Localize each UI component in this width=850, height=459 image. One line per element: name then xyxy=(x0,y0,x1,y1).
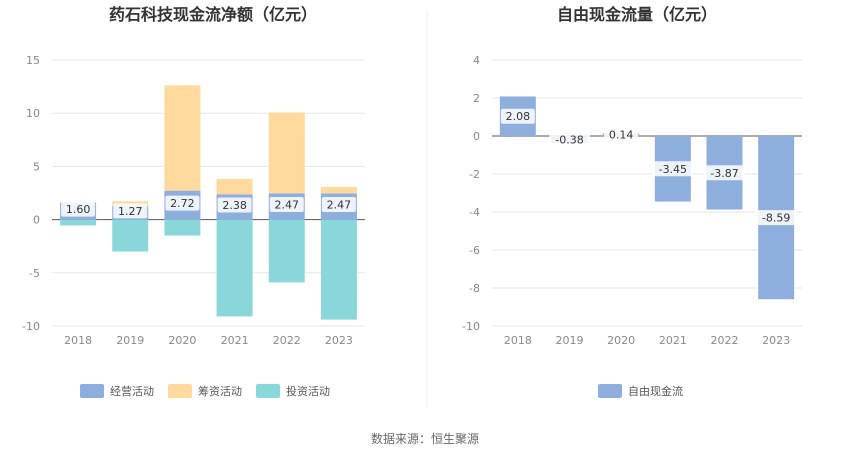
y-tick-label: -10 xyxy=(462,320,480,333)
x-tick-label: 2023 xyxy=(325,334,353,347)
y-tick-label: -2 xyxy=(469,168,480,181)
y-tick-label: 2 xyxy=(473,92,480,105)
y-tick-label: 0 xyxy=(473,130,480,143)
cash-flow-chart: -10 -5 0 5 10 15 2018 2019 2020 2021 2022 2023 1.60 1… xyxy=(22,54,365,347)
bar-financing[interactable] xyxy=(216,178,253,195)
y-tick-label: -10 xyxy=(22,320,40,333)
bar-investing[interactable] xyxy=(164,219,201,236)
free-cash-flow-chart: -10 -8 -6 -4 -2 0 2 4 2018 2019 2020 2021 2022 2023 2.… xyxy=(462,54,802,347)
data-label: -3.45 xyxy=(659,163,687,176)
bar-financing[interactable] xyxy=(164,85,201,191)
data-label-bg xyxy=(165,195,200,211)
data-label-bg xyxy=(549,132,590,148)
y-tick-label: -4 xyxy=(469,206,480,219)
data-label: 1.27 xyxy=(118,205,143,218)
data-label: 2.47 xyxy=(327,198,352,211)
x-tick-label: 2021 xyxy=(221,334,249,347)
bar-financing[interactable] xyxy=(268,112,305,194)
x-tick-label: 2022 xyxy=(273,334,301,347)
y-tick-label: -8 xyxy=(469,282,480,295)
y-tick-label: 5 xyxy=(33,160,40,173)
data-label: 0.14 xyxy=(609,129,634,142)
x-tick-label: 2019 xyxy=(556,334,584,347)
x-tick-label: 2019 xyxy=(116,334,144,347)
data-label: 2.08 xyxy=(506,110,531,123)
data-label-bg xyxy=(269,196,304,212)
legend-swatch-financing[interactable] xyxy=(168,384,192,398)
x-tick-label: 2023 xyxy=(762,334,790,347)
bar-investing[interactable] xyxy=(60,219,97,226)
data-label-bg xyxy=(217,197,252,213)
x-tick-label: 2020 xyxy=(168,334,196,347)
y-tick-label: 10 xyxy=(26,107,40,120)
chart-title-free-cash-flow: 自由现金流量（亿元） xyxy=(557,5,717,24)
x-tick-label: 2020 xyxy=(607,334,635,347)
x-tick-label: 2018 xyxy=(64,334,92,347)
legend-swatch-investing[interactable] xyxy=(256,384,280,398)
y-tick-label: -6 xyxy=(469,244,480,257)
data-label: -0.38 xyxy=(555,134,583,147)
y-tick-label: 0 xyxy=(33,214,40,227)
data-label-bg xyxy=(113,203,148,219)
bar-investing[interactable] xyxy=(320,219,357,320)
data-label: -3.87 xyxy=(710,167,738,180)
data-label: 2.72 xyxy=(170,197,195,210)
legend-label-free-cash-flow[interactable]: 自由现金流 xyxy=(628,384,683,398)
data-label-bg xyxy=(704,165,745,181)
x-tick-label: 2022 xyxy=(711,334,739,347)
data-label-bg xyxy=(652,161,694,177)
legend-swatch-operating[interactable] xyxy=(80,384,104,398)
data-label-bg xyxy=(755,210,797,226)
data-label-bg xyxy=(604,127,639,143)
data-label: 2.47 xyxy=(275,198,300,211)
x-tick-label: 2021 xyxy=(659,334,687,347)
chart-title-cash-flow: 药石科技现金流净额（亿元） xyxy=(109,5,317,24)
legend-swatch-free-cash-flow[interactable] xyxy=(598,384,622,398)
data-source-note: 数据来源：恒生聚源 xyxy=(371,431,479,446)
data-label-bg xyxy=(500,108,535,124)
data-label: 2.38 xyxy=(222,199,247,212)
y-tick-label: -5 xyxy=(29,267,40,280)
data-label-bg xyxy=(61,201,96,217)
legend-label-financing[interactable]: 筹资活动 xyxy=(198,384,242,398)
bar-investing[interactable] xyxy=(216,219,253,317)
legend-cash-flow: 经营活动 筹资活动 投资活动 xyxy=(80,384,330,398)
bar-investing[interactable] xyxy=(112,219,149,252)
legend-label-operating[interactable]: 经营活动 xyxy=(110,384,154,398)
y-tick-label: 15 xyxy=(26,54,40,67)
legend-label-investing[interactable]: 投资活动 xyxy=(286,384,330,398)
x-tick-label: 2018 xyxy=(504,334,532,347)
legend-free-cash-flow: 自由现金流 xyxy=(598,384,683,398)
data-label-bg xyxy=(321,196,356,212)
y-tick-label: 4 xyxy=(473,54,480,67)
data-label: 1.60 xyxy=(66,203,91,216)
bar-financing[interactable] xyxy=(320,186,357,194)
bar-investing[interactable] xyxy=(268,219,305,283)
data-label: -8.59 xyxy=(762,212,790,225)
